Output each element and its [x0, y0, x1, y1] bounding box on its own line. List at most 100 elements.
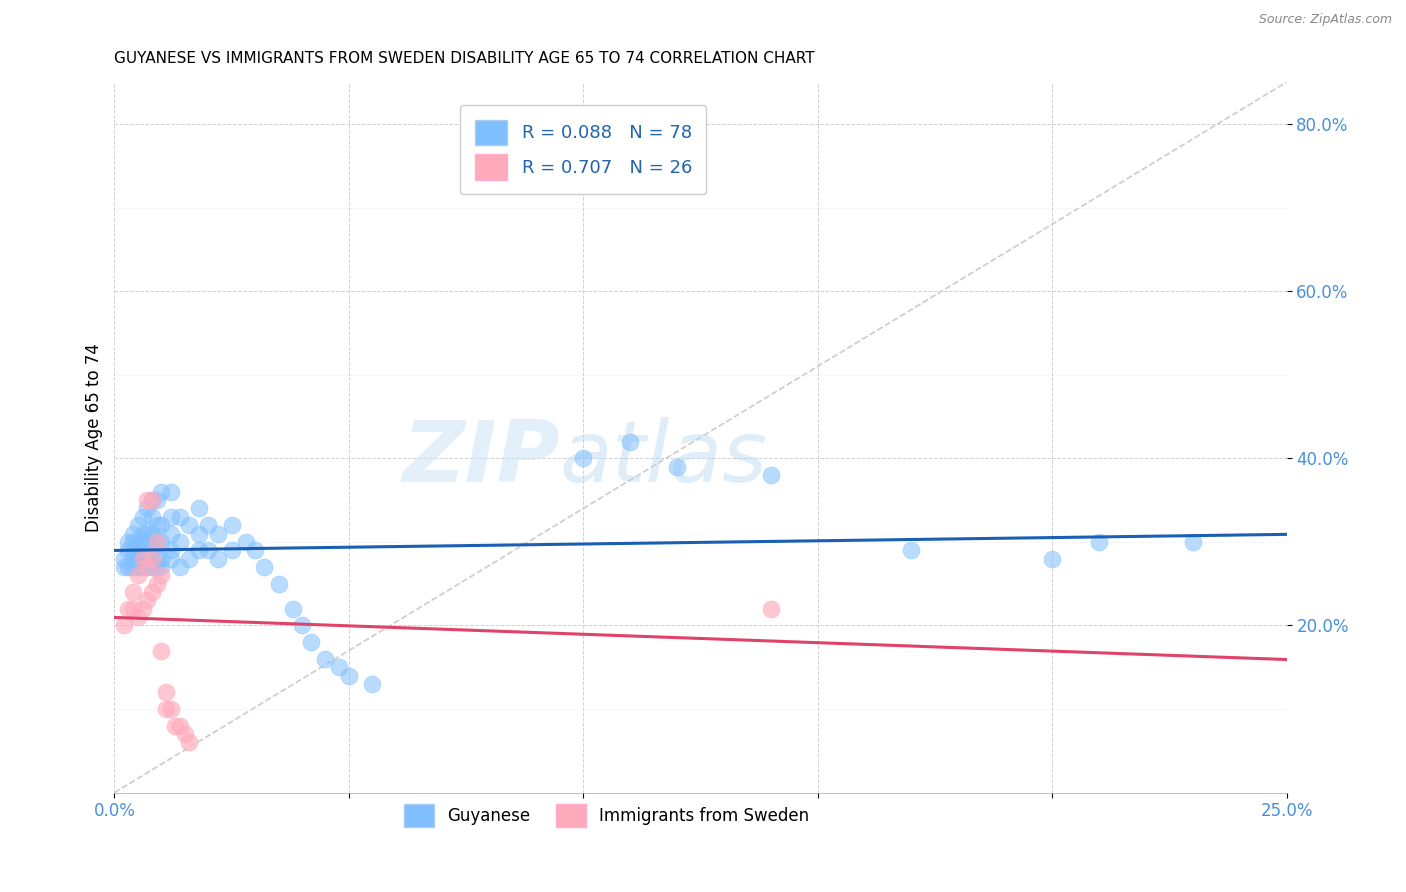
Point — [150, 518, 173, 533]
Point — [159, 484, 181, 499]
Point — [197, 543, 219, 558]
Point — [328, 660, 350, 674]
Text: Source: ZipAtlas.com: Source: ZipAtlas.com — [1258, 13, 1392, 27]
Point — [155, 702, 177, 716]
Text: atlas: atlas — [560, 417, 768, 500]
Point — [361, 677, 384, 691]
Point — [207, 551, 229, 566]
Point — [136, 534, 159, 549]
Text: ZIP: ZIP — [402, 417, 560, 500]
Point — [150, 551, 173, 566]
Point — [117, 534, 139, 549]
Point — [145, 518, 167, 533]
Point — [235, 534, 257, 549]
Point — [141, 560, 163, 574]
Point — [141, 509, 163, 524]
Point — [159, 526, 181, 541]
Point — [141, 551, 163, 566]
Point — [131, 560, 153, 574]
Point — [127, 560, 149, 574]
Point — [187, 543, 209, 558]
Point — [150, 568, 173, 582]
Point — [253, 560, 276, 574]
Point — [159, 543, 181, 558]
Point — [165, 719, 187, 733]
Point — [173, 727, 195, 741]
Point — [169, 560, 191, 574]
Point — [141, 493, 163, 508]
Y-axis label: Disability Age 65 to 74: Disability Age 65 to 74 — [86, 343, 103, 532]
Point — [145, 534, 167, 549]
Point — [112, 618, 135, 632]
Point — [155, 685, 177, 699]
Point — [122, 551, 145, 566]
Point — [159, 509, 181, 524]
Point — [150, 560, 173, 574]
Point — [159, 551, 181, 566]
Point — [117, 543, 139, 558]
Point — [122, 543, 145, 558]
Point — [117, 601, 139, 615]
Point — [117, 560, 139, 574]
Point — [136, 526, 159, 541]
Point — [169, 719, 191, 733]
Point — [159, 702, 181, 716]
Point — [1181, 534, 1204, 549]
Point — [112, 560, 135, 574]
Point — [112, 551, 135, 566]
Point — [136, 560, 159, 574]
Point — [122, 585, 145, 599]
Point — [150, 534, 173, 549]
Point — [900, 543, 922, 558]
Point — [127, 610, 149, 624]
Point — [281, 601, 304, 615]
Point — [150, 643, 173, 657]
Point — [145, 576, 167, 591]
Point — [122, 601, 145, 615]
Point — [141, 543, 163, 558]
Point — [243, 543, 266, 558]
Point — [127, 543, 149, 558]
Point — [207, 526, 229, 541]
Point — [221, 518, 243, 533]
Point — [145, 534, 167, 549]
Point — [145, 551, 167, 566]
Point — [179, 518, 201, 533]
Point — [759, 601, 782, 615]
Point — [122, 526, 145, 541]
Point — [131, 509, 153, 524]
Point — [169, 509, 191, 524]
Point — [131, 534, 153, 549]
Point — [127, 534, 149, 549]
Point — [314, 652, 336, 666]
Point — [197, 518, 219, 533]
Point — [127, 568, 149, 582]
Point — [141, 526, 163, 541]
Point — [187, 526, 209, 541]
Point — [145, 493, 167, 508]
Point — [131, 551, 153, 566]
Point — [141, 585, 163, 599]
Point — [136, 593, 159, 607]
Point — [136, 560, 159, 574]
Point — [337, 668, 360, 682]
Point — [169, 534, 191, 549]
Point — [619, 434, 641, 449]
Point — [187, 501, 209, 516]
Point — [122, 560, 145, 574]
Point — [136, 493, 159, 508]
Point — [179, 735, 201, 749]
Point — [122, 534, 145, 549]
Point — [131, 601, 153, 615]
Point — [759, 468, 782, 483]
Point — [150, 484, 173, 499]
Point — [1040, 551, 1063, 566]
Point — [136, 501, 159, 516]
Point — [221, 543, 243, 558]
Point — [141, 493, 163, 508]
Point — [1088, 534, 1111, 549]
Legend: Guyanese, Immigrants from Sweden: Guyanese, Immigrants from Sweden — [398, 797, 815, 834]
Point — [127, 518, 149, 533]
Point — [179, 551, 201, 566]
Point — [572, 451, 595, 466]
